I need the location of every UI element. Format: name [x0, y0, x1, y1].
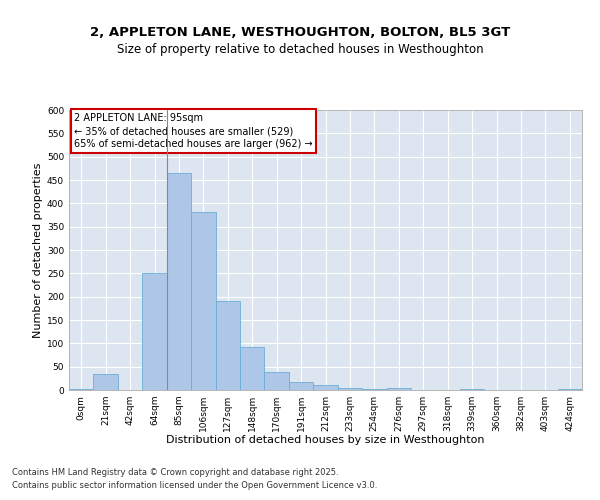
Bar [362, 389, 386, 390]
Bar [240, 346, 265, 390]
Bar [142, 273, 167, 390]
Bar [386, 388, 411, 390]
Bar [557, 388, 582, 390]
Text: Contains HM Land Registry data © Crown copyright and database right 2025.: Contains HM Land Registry data © Crown c… [12, 468, 338, 477]
Bar [215, 301, 240, 390]
Text: 2 APPLETON LANE: 95sqm
← 35% of detached houses are smaller (529)
65% of semi-de: 2 APPLETON LANE: 95sqm ← 35% of detached… [74, 113, 313, 149]
Text: Size of property relative to detached houses in Westhoughton: Size of property relative to detached ho… [116, 44, 484, 57]
Bar [460, 388, 484, 390]
Text: 2, APPLETON LANE, WESTHOUGHTON, BOLTON, BL5 3GT: 2, APPLETON LANE, WESTHOUGHTON, BOLTON, … [90, 26, 510, 39]
Bar [338, 388, 362, 390]
Bar [265, 372, 289, 390]
Bar [69, 388, 94, 390]
Bar [289, 382, 313, 390]
Bar [313, 385, 338, 390]
Y-axis label: Number of detached properties: Number of detached properties [33, 162, 43, 338]
Text: Contains public sector information licensed under the Open Government Licence v3: Contains public sector information licen… [12, 482, 377, 490]
Bar [94, 374, 118, 390]
Bar [167, 172, 191, 390]
X-axis label: Distribution of detached houses by size in Westhoughton: Distribution of detached houses by size … [166, 436, 485, 446]
Bar [191, 212, 215, 390]
